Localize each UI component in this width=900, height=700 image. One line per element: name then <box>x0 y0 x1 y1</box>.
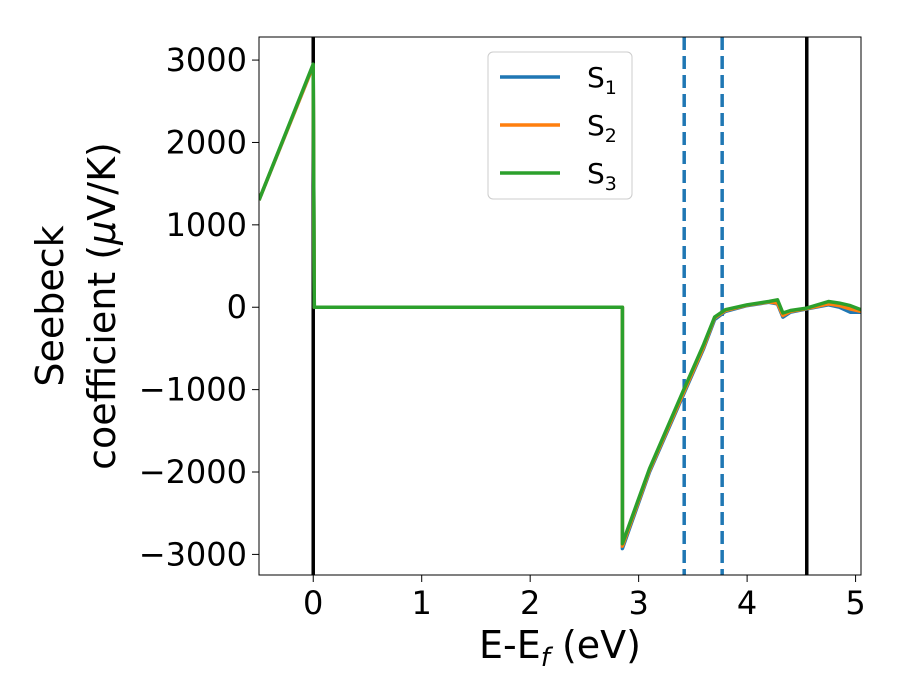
y-tick-label: −1000 <box>139 371 247 409</box>
y-axis: 3000 2000 1000 0 −1000 −2000 −3000 <box>139 41 259 573</box>
x-tick-label: 3 <box>628 584 648 622</box>
svg-text:Seebeck: Seebeck <box>28 225 72 386</box>
x-tick-label: 2 <box>520 584 540 622</box>
y-tick-label: 2000 <box>166 123 247 161</box>
y-tick-label: 3000 <box>166 41 247 79</box>
y-tick-label: 1000 <box>166 206 247 244</box>
legend: S1 S2 S3 <box>487 51 633 200</box>
svg-text:coefficient (μV/K): coefficient (μV/K) <box>80 142 124 470</box>
y-tick-label: −3000 <box>139 535 247 573</box>
legend-label-s1: S1 <box>587 61 617 99</box>
y-tick-label: −2000 <box>139 453 247 491</box>
legend-label-s3: S3 <box>587 157 617 195</box>
x-tick-label: 1 <box>412 584 432 622</box>
y-axis-title: Seebeck coefficient (μV/K) <box>28 142 124 470</box>
legend-label-s2: S2 <box>587 109 617 147</box>
series-line-s3 <box>259 62 861 546</box>
series-lines <box>259 62 861 551</box>
x-axis-title: E-Ef (eV) <box>479 623 641 673</box>
y-tick-label: 0 <box>227 288 247 326</box>
x-axis: 0 1 2 3 4 5 <box>303 575 866 622</box>
plot-frame <box>258 36 862 576</box>
x-tick-label: 0 <box>303 584 323 622</box>
x-tick-label: 5 <box>845 584 865 622</box>
x-tick-label: 4 <box>737 584 757 622</box>
